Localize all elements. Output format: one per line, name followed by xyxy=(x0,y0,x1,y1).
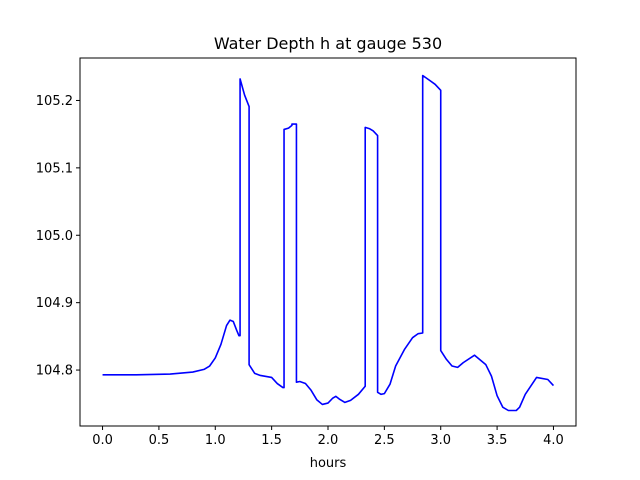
y-tick-label: 104.8 xyxy=(36,364,73,379)
x-axis-label: hours xyxy=(310,456,347,471)
x-tick-label: 1.5 xyxy=(261,433,282,448)
x-axis-ticks: 0.0 0.5 1.0 1.5 2.0 2.5 3.0 3.5 4.0 xyxy=(92,426,564,448)
x-tick-label: 3.5 xyxy=(487,433,508,448)
y-tick-label: 105.0 xyxy=(36,229,73,244)
y-axis-ticks: 104.8 104.9 105.0 105.1 105.2 xyxy=(36,94,80,379)
x-tick-label: 0.0 xyxy=(92,433,113,448)
x-tick-label: 2.0 xyxy=(318,433,339,448)
y-tick-label: 105.1 xyxy=(36,161,73,176)
chart-title: Water Depth h at gauge 530 xyxy=(214,34,442,53)
x-tick-label: 3.0 xyxy=(430,433,451,448)
x-tick-label: 2.5 xyxy=(374,433,395,448)
x-tick-label: 4.0 xyxy=(543,433,564,448)
plot-layer xyxy=(102,74,555,412)
x-tick-label: 1.0 xyxy=(205,433,226,448)
y-tick-label: 105.2 xyxy=(36,94,73,109)
x-tick-label: 0.5 xyxy=(149,433,170,448)
series-line-0 xyxy=(102,74,555,412)
y-tick-label: 104.9 xyxy=(36,296,73,311)
